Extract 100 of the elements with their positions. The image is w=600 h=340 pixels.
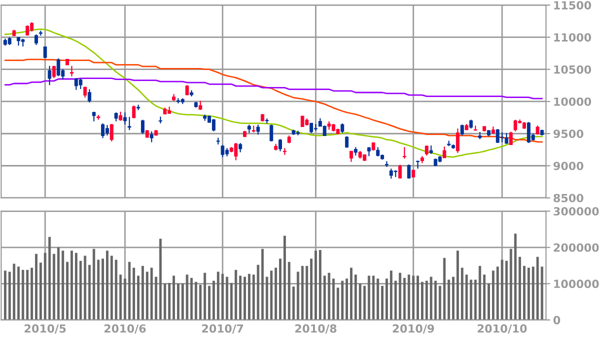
bar [483,274,486,320]
bar [421,282,424,320]
bar [336,288,340,320]
bar [500,260,504,320]
candlestick [424,144,428,156]
candlestick [132,105,136,119]
candlestick [460,124,464,136]
bar [372,276,375,320]
bar [234,270,238,320]
candlestick [509,131,513,146]
bar [159,238,162,320]
y-tick-label: 300000 [554,207,599,216]
x-tick-label: 2010/5 [24,324,66,334]
candlestick [238,142,242,153]
bar [146,272,148,320]
bar [12,264,16,320]
candlestick [128,116,132,131]
bar [221,274,224,320]
candlestick [345,136,349,148]
bar [416,276,420,320]
bar [30,268,34,320]
candlestick [212,118,216,132]
y-tick-label: 100000 [554,280,599,288]
bar [443,258,446,320]
bar [363,286,366,320]
bar [216,272,220,320]
bar [39,262,42,320]
bar [310,258,313,320]
bar [102,258,104,320]
bar [283,236,286,320]
bar [527,268,530,320]
candlestick [402,146,406,160]
bar [523,266,526,320]
bar [274,268,278,320]
x-tick-label: 2010/8 [295,324,336,334]
bar [266,276,268,320]
bar [35,254,38,320]
candlestick [78,78,82,90]
line-series [4,28,543,158]
bar [341,280,344,320]
y-tick-label: 11000 [554,33,592,42]
bar [150,268,153,320]
bar [48,236,51,320]
candlestick [101,122,105,139]
y-tick-label: 200000 [554,243,599,252]
bar [84,256,86,320]
bar [172,276,175,320]
bar [208,286,210,320]
bar [212,280,215,320]
bar [350,268,352,320]
bar [244,276,246,320]
bar [434,280,437,320]
bar [301,266,304,320]
x-tick-label: 2010/9 [392,324,434,334]
bar [465,274,468,320]
bar [252,274,255,320]
bar [390,270,392,320]
candlestick [278,138,282,152]
candlestick [310,122,314,134]
candlestick [314,123,318,132]
bar [394,280,397,320]
candlestick [407,164,411,180]
bar [425,280,428,320]
bar [74,252,78,320]
bar [176,284,180,320]
candlestick [34,34,38,46]
bar [66,262,69,320]
bar [518,256,522,320]
bar [8,272,11,320]
bar [448,280,450,320]
candlestick [504,132,508,144]
bar [44,252,46,320]
y-tick-label: 10500 [554,65,592,74]
candlestick [105,124,109,136]
candlestick [136,104,140,111]
candlestick [150,130,154,143]
bar [460,268,464,320]
y-tick-label: 11500 [554,1,592,10]
bar [398,272,402,320]
bar [492,270,494,320]
candlestick [456,128,460,154]
candlestick [110,123,114,142]
bar [57,247,60,320]
candlestick [140,119,144,134]
bar [358,284,362,320]
bar [199,284,202,320]
bar [346,278,348,320]
bar [488,284,490,320]
bar [110,256,113,320]
bar [114,260,118,320]
candlestick [376,146,380,157]
bar [92,248,96,320]
bar [279,258,282,320]
bar [97,260,100,320]
bar [194,282,198,320]
x-tick-label: 2010/6 [104,324,146,334]
candlestick [48,65,52,86]
bar [186,274,188,320]
bar [256,264,260,320]
candlestick [256,124,260,136]
